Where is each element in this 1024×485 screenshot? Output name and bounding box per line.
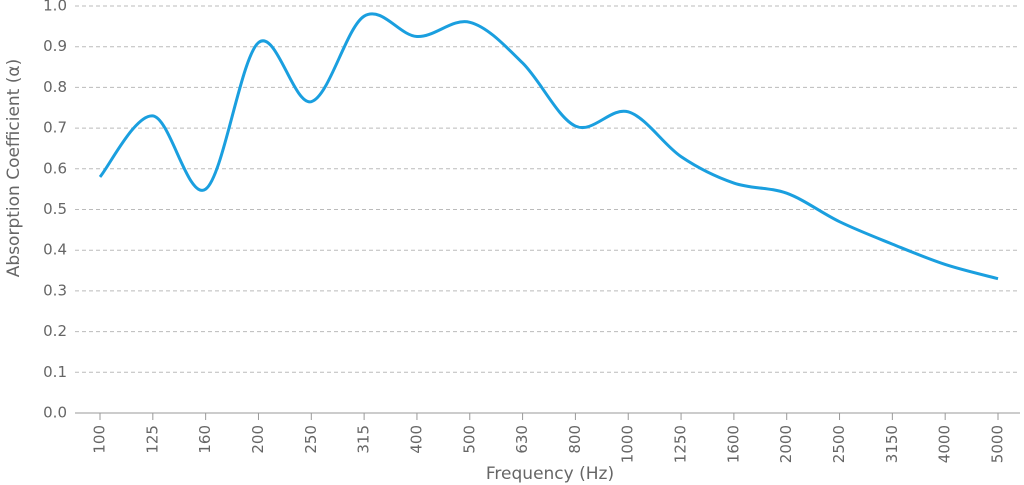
y-axis-label: Absorption Coefficient (α)	[4, 59, 24, 277]
y-tick-label: 1.0	[43, 0, 67, 15]
x-axis-label: Frequency (Hz)	[486, 464, 614, 484]
data-line	[98, 12, 999, 281]
y-tick-label: 0.1	[43, 363, 67, 381]
x-tick-label: 1600	[724, 425, 742, 463]
y-tick-label: 0.7	[43, 119, 67, 137]
x-tick-label: 1000	[619, 425, 637, 463]
x-tick-label: 800	[566, 425, 584, 454]
x-tick-label: 2000	[777, 425, 795, 463]
y-tick-label: 0.8	[43, 78, 67, 96]
x-tick-label: 1250	[672, 425, 690, 463]
x-tick-label: 250	[302, 425, 320, 454]
x-tick-label: 630	[513, 425, 531, 454]
y-tick-label: 0.2	[43, 322, 67, 340]
x-tick-label: 3150	[883, 425, 901, 463]
y-tick-label: 0.6	[43, 159, 67, 177]
x-tick-label: 4000	[936, 425, 954, 463]
x-tick-label: 500	[460, 425, 478, 454]
y-tick-label: 0.0	[43, 404, 67, 422]
x-tick-label: 125	[143, 425, 161, 454]
y-tick-label: 0.4	[43, 241, 67, 259]
x-tick-label: 5000	[989, 425, 1007, 463]
y-tick-label: 0.9	[43, 37, 67, 55]
x-tick-label: 200	[249, 425, 267, 454]
x-tick-label: 315	[355, 425, 373, 454]
y-tick-label: 0.3	[43, 281, 67, 299]
x-tick-label: 400	[407, 425, 425, 454]
x-tick-label: 100	[91, 425, 109, 454]
x-tick-label: 2500	[830, 425, 848, 463]
y-tick-label: 0.5	[43, 200, 67, 218]
x-tick-label: 160	[196, 425, 214, 454]
